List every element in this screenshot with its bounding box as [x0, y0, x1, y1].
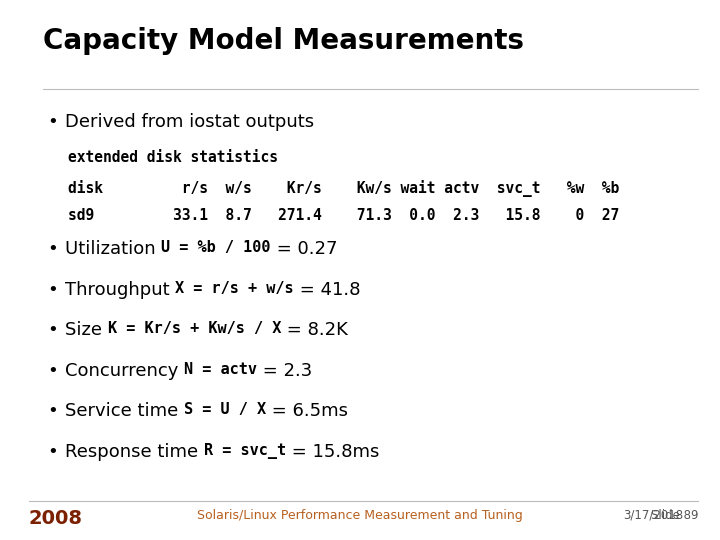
Text: = 6.5ms: = 6.5ms — [266, 402, 348, 420]
Text: •: • — [47, 281, 58, 299]
Text: Throughput: Throughput — [65, 281, 175, 299]
Text: 2008: 2008 — [29, 509, 83, 528]
Text: U = %b / 100: U = %b / 100 — [161, 240, 271, 255]
Text: extended disk statistics: extended disk statistics — [68, 150, 279, 165]
Text: Derived from iostat outputs: Derived from iostat outputs — [65, 113, 314, 131]
Text: = 15.8ms: = 15.8ms — [286, 443, 379, 461]
Text: 3/17/2018: 3/17/2018 — [623, 509, 683, 522]
Text: Utilization: Utilization — [65, 240, 161, 258]
Text: Concurrency: Concurrency — [65, 362, 184, 380]
Text: •: • — [47, 362, 58, 380]
Text: = 0.27: = 0.27 — [271, 240, 337, 258]
Text: Capacity Model Measurements: Capacity Model Measurements — [43, 27, 524, 55]
Text: Solaris/Linux Performance Measurement and Tuning: Solaris/Linux Performance Measurement an… — [197, 509, 523, 522]
Text: •: • — [47, 113, 58, 131]
Text: S = U / X: S = U / X — [184, 402, 266, 417]
Text: •: • — [47, 321, 58, 339]
Text: = 2.3: = 2.3 — [257, 362, 312, 380]
Text: Slide 89: Slide 89 — [651, 509, 698, 522]
Text: R = svc_t: R = svc_t — [204, 443, 286, 459]
Text: •: • — [47, 402, 58, 420]
Text: = 41.8: = 41.8 — [294, 281, 360, 299]
Text: disk         r/s  w/s    Kr/s    Kw/s wait actv  svc_t   %w  %b: disk r/s w/s Kr/s Kw/s wait actv svc_t %… — [68, 180, 620, 197]
Text: N = actv: N = actv — [184, 362, 257, 377]
Text: X = r/s + w/s: X = r/s + w/s — [175, 281, 294, 296]
Text: Size: Size — [65, 321, 107, 339]
Text: sd9         33.1  8.7   271.4    71.3  0.0  2.3   15.8    0  27: sd9 33.1 8.7 271.4 71.3 0.0 2.3 15.8 0 2… — [68, 208, 620, 223]
Text: •: • — [47, 240, 58, 258]
Text: K = Kr/s + Kw/s / X: K = Kr/s + Kw/s / X — [107, 321, 281, 336]
Text: = 8.2K: = 8.2K — [281, 321, 348, 339]
Text: Response time: Response time — [65, 443, 204, 461]
Text: •: • — [47, 443, 58, 461]
Text: Service time: Service time — [65, 402, 184, 420]
